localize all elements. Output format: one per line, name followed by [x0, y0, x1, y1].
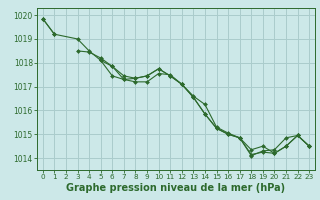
- X-axis label: Graphe pression niveau de la mer (hPa): Graphe pression niveau de la mer (hPa): [67, 183, 285, 193]
